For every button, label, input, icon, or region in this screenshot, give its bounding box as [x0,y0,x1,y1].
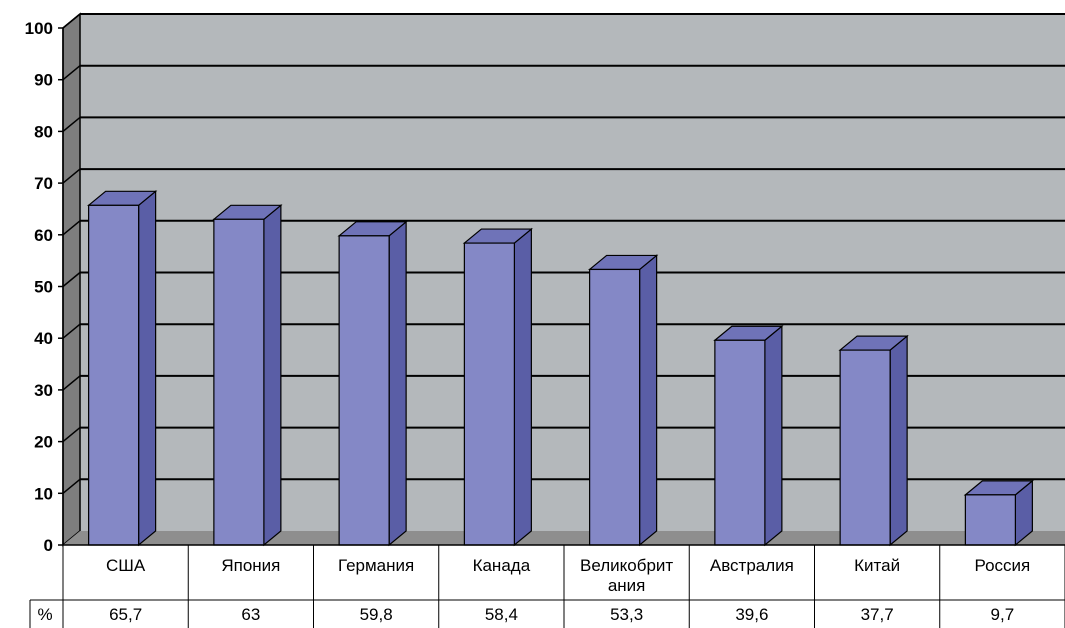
bar [587,254,659,547]
bar-side [764,324,783,547]
bar [462,227,534,547]
y-axis-ticks: 0 10 20 30 40 50 60 70 80 90 100 [25,19,64,555]
category-label: Канада [473,556,531,575]
bar-front [88,204,140,546]
bar-front [714,339,766,546]
bar-side [513,227,532,547]
y-tick-label: 50 [34,278,53,297]
y-tick-label: 30 [34,381,53,400]
gridline-depth [62,478,81,494]
value-label: 65,7 [109,605,142,624]
y-tick-label: 40 [34,329,53,348]
gridline-depth [62,271,81,288]
bar-side [138,190,157,547]
y-tick-label: 100 [25,19,53,38]
gridline-depth [62,427,81,443]
category-label: Германия [338,556,414,575]
bar [337,220,408,547]
category-label: Япония [221,556,280,575]
y-tick-label: 20 [34,433,53,452]
bar-side [639,254,658,547]
bar-front [463,242,515,546]
gridline-depth [62,323,81,339]
bar-front [589,268,641,546]
gridline-depth [62,116,81,132]
value-label: 58,4 [485,605,518,624]
bars [86,190,1035,547]
gridline-depth [62,65,81,81]
y-tick-label: 10 [34,484,53,503]
value-label: 37,7 [861,605,894,624]
category-label: Великобрит [580,556,673,575]
bar [212,204,283,547]
gridline-depth [62,168,81,184]
value-label: 39,6 [735,605,768,624]
value-label: 9,7 [991,605,1015,624]
bar-front [964,494,1016,546]
category-label: ания [608,576,646,595]
y-tick-label: 90 [34,71,53,90]
y-tick-label: 80 [34,122,53,141]
bar [963,479,1035,547]
y-tick-label: 0 [44,536,53,555]
bar [838,334,909,547]
gridline-depth [62,220,81,236]
bar-side [263,204,282,547]
category-label: Австралия [710,556,794,575]
floor [63,531,1065,545]
value-label: 53,3 [610,605,643,624]
category-label: Китай [854,556,900,575]
bar-front [213,218,265,546]
category-label: Россия [975,556,1031,575]
bar-front [338,235,390,546]
value-label: 59,8 [360,605,393,624]
bar-front [839,349,891,546]
gridline-depth [62,13,81,29]
bar [713,324,784,547]
bar-side [388,220,407,547]
y-tick-label: 70 [34,174,53,193]
data-table: % США 65,7 Япония 63 Германия 59,8 Канада 58,4 В… [29,544,1065,628]
y-tick-label: 60 [34,226,53,245]
bar-side [889,334,908,547]
value-label: 63 [241,605,260,624]
gridline-depth [62,375,81,391]
series-name-label: % [37,605,52,624]
category-label: США [106,556,146,575]
bar [86,190,158,547]
